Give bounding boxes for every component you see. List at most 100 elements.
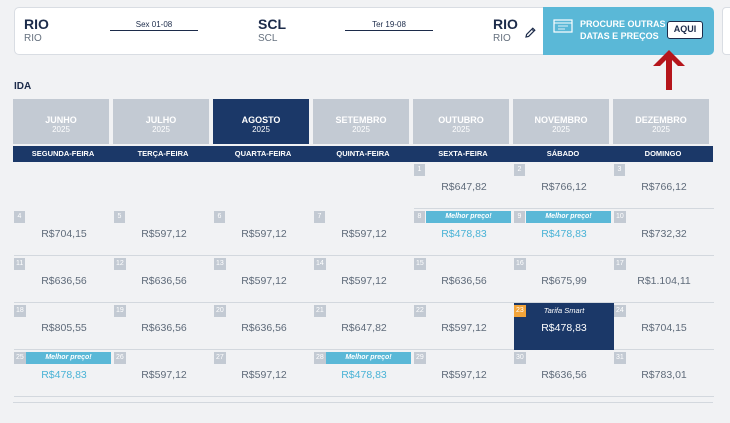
day-price: R$675,99 bbox=[541, 275, 587, 287]
day-number: 2 bbox=[514, 164, 525, 176]
aqui-button[interactable]: AQUI bbox=[667, 21, 703, 39]
calendar-day-cell[interactable]: 12 R$636,56 bbox=[114, 256, 214, 303]
day-price: R$647,82 bbox=[441, 181, 487, 193]
promo-text: PROCURE OUTRAS DATAS E PREÇOS bbox=[580, 19, 666, 41]
day-price: R$766,12 bbox=[641, 181, 687, 193]
weekday-label: QUINTA-FEIRA bbox=[336, 149, 390, 158]
calendar-day-cell[interactable]: 28 Melhor preço! R$478,83 bbox=[314, 350, 414, 397]
calendar-day-cell[interactable]: 29 R$597,12 bbox=[414, 350, 514, 397]
month-year: 2025 bbox=[352, 125, 370, 134]
day-number: 31 bbox=[614, 352, 626, 364]
calendar-day-cell[interactable]: 10 R$732,32 bbox=[614, 209, 714, 256]
day-price: R$478,83 bbox=[541, 228, 587, 240]
day-number: 13 bbox=[214, 258, 226, 270]
month-name: JUNHO bbox=[45, 115, 77, 125]
day-price: R$597,12 bbox=[341, 228, 387, 240]
calendar-day-cell[interactable]: 7 R$597,12 bbox=[314, 209, 414, 256]
day-number: 23 bbox=[514, 305, 526, 317]
month-year: 2025 bbox=[52, 125, 70, 134]
pencil-icon[interactable] bbox=[524, 26, 537, 39]
calendar-day-cell[interactable]: 3 R$766,12 bbox=[614, 162, 714, 209]
calendar-day-cell[interactable]: 18 R$805,55 bbox=[14, 303, 114, 350]
weekday-label: DOMINGO bbox=[644, 149, 682, 158]
calendar-day-cell[interactable]: 6 R$597,12 bbox=[214, 209, 314, 256]
fare-calendar: 1 R$647,82 2 R$766,12 3 R$766,12 4 R$704,15 5 R$5… bbox=[13, 162, 714, 402]
day-price: R$636,56 bbox=[441, 275, 487, 287]
return-place: RIO RIO bbox=[493, 17, 518, 46]
calendar-day-cell[interactable]: 14 R$597,12 bbox=[314, 256, 414, 303]
day-price: R$597,12 bbox=[241, 228, 287, 240]
month-name: SETEMBRO bbox=[335, 115, 387, 125]
calendar-day-cell[interactable]: 31 R$783,01 bbox=[614, 350, 714, 397]
day-number: 6 bbox=[214, 211, 225, 223]
calendar-day-cell[interactable]: 30 R$636,56 bbox=[514, 350, 614, 397]
day-number: 18 bbox=[14, 305, 26, 317]
day-number: 24 bbox=[614, 305, 626, 317]
calendar-day-cell[interactable]: 25 Melhor preço! R$478,83 bbox=[14, 350, 114, 397]
tab-month-novembro[interactable]: NOVEMBRO 2025 bbox=[513, 99, 609, 144]
calendar-day-cell[interactable]: 2 R$766,12 bbox=[514, 162, 614, 209]
calendar-day-cell[interactable]: 5 R$597,12 bbox=[114, 209, 214, 256]
day-number: 5 bbox=[114, 211, 125, 223]
calendar-day-cell[interactable]: 21 R$647,82 bbox=[314, 303, 414, 350]
day-number: 19 bbox=[114, 305, 126, 317]
best-price-badge: Melhor preço! bbox=[426, 211, 511, 223]
day-price: R$478,83 bbox=[341, 369, 387, 381]
calendar-day-cell[interactable]: 11 R$636,56 bbox=[14, 256, 114, 303]
tab-month-dezembro[interactable]: DEZEMBRO 2025 bbox=[613, 99, 709, 144]
day-number: 26 bbox=[114, 352, 126, 364]
day-price: R$636,56 bbox=[241, 322, 287, 334]
best-price-badge: Melhor preço! bbox=[326, 352, 411, 364]
tab-month-junho[interactable]: JUNHO 2025 bbox=[13, 99, 109, 144]
day-price: R$636,56 bbox=[141, 275, 187, 287]
search-other-dates-panel[interactable]: PROCURE OUTRAS DATAS E PREÇOS AQUI bbox=[543, 7, 714, 55]
calendar-day-cell[interactable]: 27 R$597,12 bbox=[214, 350, 314, 397]
calendar-day-cell[interactable]: 16 R$675,99 bbox=[514, 256, 614, 303]
weekday-label: QUARTA-FEIRA bbox=[234, 149, 292, 158]
day-number: 30 bbox=[514, 352, 526, 364]
calendar-day-cell[interactable]: 1 R$647,82 bbox=[414, 162, 514, 209]
calendar-day-cell[interactable]: 8 Melhor preço! R$478,83 bbox=[414, 209, 514, 256]
best-price-badge: Melhor preço! bbox=[26, 352, 111, 364]
calendar-day-cell[interactable]: 13 R$597,12 bbox=[214, 256, 314, 303]
tab-month-agosto[interactable]: AGOSTO 2025 bbox=[213, 99, 309, 144]
destination-city: SCL bbox=[258, 33, 278, 44]
calendar-day-cell[interactable]: 24 R$704,15 bbox=[614, 303, 714, 350]
day-price: R$597,12 bbox=[441, 322, 487, 334]
day-price: R$636,56 bbox=[541, 369, 587, 381]
day-price: R$478,83 bbox=[41, 369, 87, 381]
outbound-date: Sex 01-08 bbox=[110, 20, 198, 31]
day-price: R$636,56 bbox=[141, 322, 187, 334]
day-price: R$805,55 bbox=[41, 322, 87, 334]
month-year: 2025 bbox=[152, 125, 170, 134]
tab-month-julho[interactable]: JULHO 2025 bbox=[113, 99, 209, 144]
month-year: 2025 bbox=[552, 125, 570, 134]
day-price: R$597,12 bbox=[241, 369, 287, 381]
day-number: 16 bbox=[514, 258, 526, 270]
calendar-day-cell[interactable]: 20 R$636,56 bbox=[214, 303, 314, 350]
calendar-day-cell[interactable]: 26 R$597,12 bbox=[114, 350, 214, 397]
day-price: R$732,32 bbox=[641, 228, 687, 240]
calendar-day-cell[interactable]: 22 R$597,12 bbox=[414, 303, 514, 350]
day-number: 4 bbox=[14, 211, 25, 223]
day-price: R$478,83 bbox=[441, 228, 487, 240]
day-number: 9 bbox=[514, 211, 525, 223]
calendar-day-cell[interactable]: 4 R$704,15 bbox=[14, 209, 114, 256]
day-number: 12 bbox=[114, 258, 126, 270]
day-number: 10 bbox=[614, 211, 626, 223]
calendar-day-cell[interactable]: 9 Melhor preço! R$478,83 bbox=[514, 209, 614, 256]
month-name: DEZEMBRO bbox=[635, 115, 687, 125]
calendar-day-cell[interactable]: 17 R$1.104,11 bbox=[614, 256, 714, 303]
calendar-day-cell[interactable]: 23 Tarifa Smart R$478,83 bbox=[514, 303, 614, 350]
day-price: R$636,56 bbox=[41, 275, 87, 287]
calendar-bottom-divider bbox=[13, 402, 713, 403]
day-price: R$783,01 bbox=[641, 369, 687, 381]
calendar-day-cell[interactable]: 15 R$636,56 bbox=[414, 256, 514, 303]
day-number: 22 bbox=[414, 305, 426, 317]
return-code: RIO bbox=[493, 16, 518, 32]
weekday-label: SEXTA-FEIRA bbox=[438, 149, 488, 158]
destination-code: SCL bbox=[258, 16, 286, 32]
calendar-day-cell[interactable]: 19 R$636,56 bbox=[114, 303, 214, 350]
tab-month-outubro[interactable]: OUTUBRO 2025 bbox=[413, 99, 509, 144]
tab-month-setembro[interactable]: SETEMBRO 2025 bbox=[313, 99, 409, 144]
